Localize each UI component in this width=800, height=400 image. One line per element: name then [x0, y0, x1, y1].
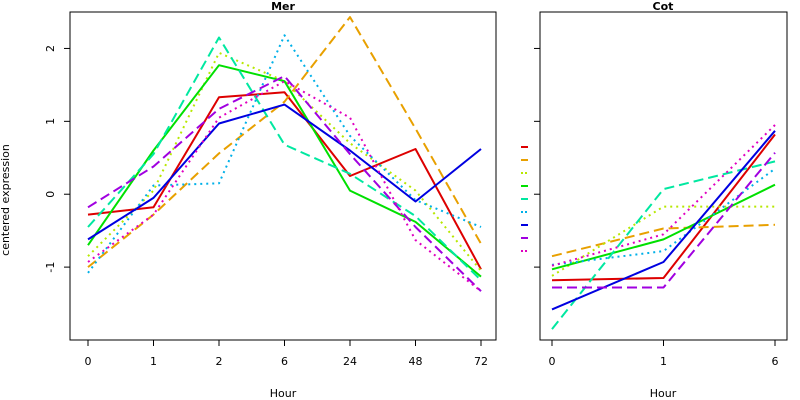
panel-mer: Mer -1 0 1 2 0 1 2 6 24 48 72 Hour centered expre… — [0, 0, 497, 400]
series-line-cot-2 — [551, 223, 776, 258]
series-line-cot-1 — [551, 133, 776, 282]
x-axis-label-cot: Hour — [650, 387, 677, 400]
x-tick-label: 2 — [216, 355, 223, 368]
series-line-mer-8 — [87, 75, 482, 292]
x-tick-label: 6 — [281, 355, 288, 368]
legend-swatches — [521, 146, 528, 252]
x-tick-label: 1 — [660, 355, 667, 368]
x-tick-label: 1 — [150, 355, 157, 368]
x-tick-label: 24 — [343, 355, 357, 368]
x-tick-label: 6 — [772, 355, 779, 368]
x-axis-label-mer: Hour — [270, 387, 297, 400]
series-line-cot-4 — [551, 183, 776, 271]
series-line-mer-1 — [87, 91, 482, 270]
series-line-cot-5 — [551, 160, 776, 330]
plot-frame-mer — [69, 11, 497, 341]
y-tick-label: -1 — [44, 262, 57, 273]
series-line-mer-4 — [87, 64, 482, 278]
x-tick-label: 48 — [409, 355, 423, 368]
series-line-mer-3 — [87, 51, 482, 272]
series-line-cot-9 — [551, 124, 776, 267]
series-line-mer-7 — [87, 103, 482, 241]
series-line-cot-7 — [551, 130, 776, 311]
series-line-mer-2 — [87, 16, 482, 268]
series-line-cot-3 — [551, 205, 775, 277]
chart-title-mer: Mer — [271, 0, 295, 13]
x-tick-label: 72 — [474, 355, 488, 368]
series-line-mer-5 — [87, 36, 482, 281]
x-tick-label: 0 — [549, 355, 556, 368]
y-tick-label: 0 — [44, 191, 57, 198]
panel-cot: Cot 0 1 6 Hour — [534, 0, 788, 400]
plot-frame-cot — [539, 11, 788, 341]
x-axis-mer: 0 1 2 6 24 48 72 — [85, 340, 488, 368]
series-group-cot — [551, 124, 776, 330]
series-line-mer-6 — [87, 34, 482, 274]
x-axis-cot: 0 1 6 — [549, 340, 779, 368]
chart-title-cot: Cot — [653, 0, 674, 13]
x-tick-label: 0 — [85, 355, 92, 368]
y-axis-cot — [534, 47, 540, 268]
y-tick-label: 1 — [44, 118, 57, 125]
y-axis-mer: -1 0 1 2 — [44, 45, 70, 273]
series-line-cot-8 — [552, 152, 776, 289]
series-group-mer — [87, 16, 482, 292]
y-tick-label: 2 — [44, 45, 57, 52]
series-line-mer-9 — [87, 80, 482, 292]
y-axis-label: centered expression — [0, 144, 12, 256]
series-line-cot-6 — [551, 167, 776, 266]
